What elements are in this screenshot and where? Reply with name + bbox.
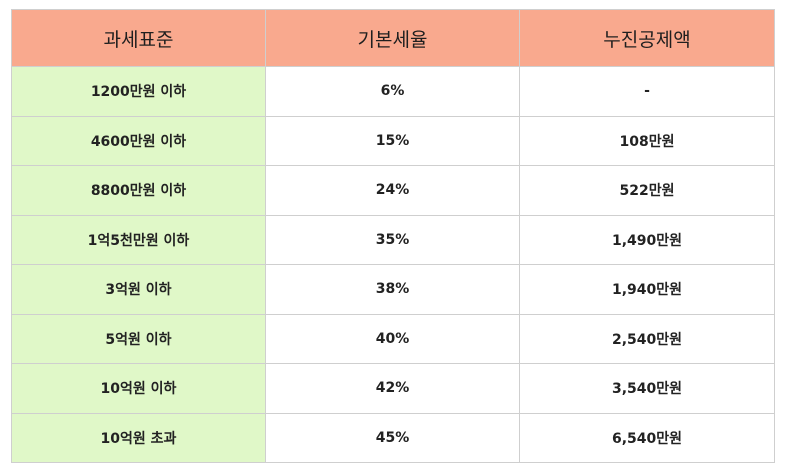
tax-rate-table-container: 과세표준 기본세율 누진공제액 1200만원 이하 6% - 4600만원 이하…	[11, 9, 775, 463]
tax-rate-cell: 38%	[265, 264, 520, 315]
tax-bracket-cell: 1200만원 이하	[11, 66, 266, 117]
table-row: 5억원 이하 40% 2,540만원	[11, 313, 775, 364]
tax-rate-cell: 6%	[265, 66, 520, 117]
table-row: 10억원 이하 42% 3,540만원	[11, 363, 775, 414]
deduction-cell: 3,540만원	[519, 363, 775, 414]
table-row: 1200만원 이하 6% -	[11, 66, 775, 117]
header-progressive-deduction: 누진공제액	[519, 9, 775, 67]
table-row: 1억5천만원 이하 35% 1,490만원	[11, 214, 775, 265]
deduction-cell: 108만원	[519, 115, 775, 166]
tax-bracket-cell: 3억원 이하	[11, 264, 266, 315]
deduction-cell: 1,490만원	[519, 214, 775, 265]
table-header-row: 과세표준 기본세율 누진공제액	[11, 9, 775, 67]
tax-rate-cell: 40%	[265, 313, 520, 364]
tax-bracket-cell: 10억원 이하	[11, 363, 266, 414]
tax-bracket-cell: 8800만원 이하	[11, 165, 266, 216]
tax-rate-cell: 42%	[265, 363, 520, 414]
header-tax-base: 과세표준	[11, 9, 266, 67]
table-row: 8800만원 이하 24% 522만원	[11, 165, 775, 216]
deduction-cell: -	[519, 66, 775, 117]
tax-bracket-cell: 10억원 초과	[11, 412, 266, 463]
tax-rate-table: 과세표준 기본세율 누진공제액 1200만원 이하 6% - 4600만원 이하…	[11, 9, 775, 463]
table-row: 3억원 이하 38% 1,940만원	[11, 264, 775, 315]
tax-bracket-cell: 1억5천만원 이하	[11, 214, 266, 265]
tax-rate-cell: 45%	[265, 412, 520, 463]
deduction-cell: 2,540만원	[519, 313, 775, 364]
table-row: 4600만원 이하 15% 108만원	[11, 115, 775, 166]
table-row: 10억원 초과 45% 6,540만원	[11, 412, 775, 463]
deduction-cell: 6,540만원	[519, 412, 775, 463]
deduction-cell: 522만원	[519, 165, 775, 216]
tax-rate-cell: 35%	[265, 214, 520, 265]
tax-rate-cell: 24%	[265, 165, 520, 216]
tax-bracket-cell: 4600만원 이하	[11, 115, 266, 166]
tax-rate-cell: 15%	[265, 115, 520, 166]
tax-bracket-cell: 5억원 이하	[11, 313, 266, 364]
deduction-cell: 1,940만원	[519, 264, 775, 315]
header-basic-rate: 기본세율	[265, 9, 520, 67]
